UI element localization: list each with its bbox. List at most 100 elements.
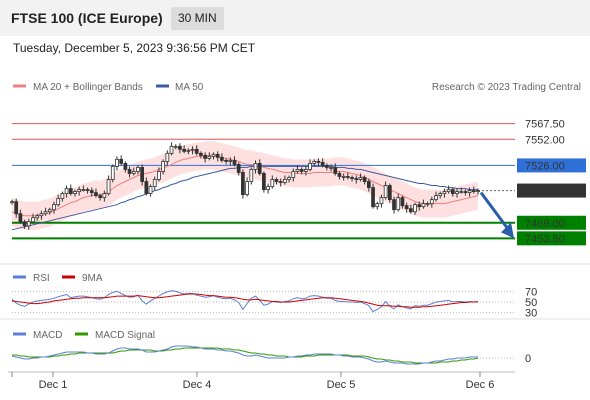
candle-body <box>333 167 338 174</box>
candle-body <box>56 198 61 206</box>
timestamp-label: Tuesday, December 5, 2023 9:36:56 PM CET <box>13 41 256 55</box>
candle-body <box>257 163 262 174</box>
candle-body <box>26 221 31 227</box>
candle-body <box>308 163 312 170</box>
candle-body <box>77 189 82 192</box>
level-label-7552.00: 7552.00 <box>525 134 565 146</box>
candle-body <box>291 171 296 178</box>
candle-body <box>169 145 174 154</box>
candle-body <box>144 181 149 194</box>
x-tick-label: Dec 5 <box>327 379 356 391</box>
candle-body <box>131 171 136 174</box>
candle-body <box>152 179 157 187</box>
candle-body <box>354 178 359 180</box>
candle-body <box>476 190 480 192</box>
candle-body <box>270 179 275 187</box>
candle-body <box>274 179 279 182</box>
candle-body <box>60 193 65 200</box>
level-label-box-7453.50 <box>517 231 586 246</box>
candle-body <box>245 181 249 195</box>
legend-label-ma50: MA 50 <box>175 82 204 93</box>
candle-body <box>236 164 241 173</box>
candle-body <box>350 177 354 179</box>
candle-body <box>320 161 325 166</box>
candle-body <box>316 160 321 163</box>
candle-body <box>127 169 132 174</box>
instrument-title: FTSE 100 (ICE Europe) <box>11 10 163 26</box>
timeframe-badge[interactable]: 30 MIN <box>171 7 224 30</box>
candle-body <box>404 205 409 210</box>
candle-body <box>396 197 401 211</box>
candle-body <box>408 208 413 213</box>
legend-label-macd-signal: MACD Signal <box>95 330 155 341</box>
candle-body <box>438 193 443 196</box>
candle-body <box>392 199 396 211</box>
legend-label-ma20: MA 20 + Bollinger Bands <box>33 82 143 93</box>
candle-body <box>400 197 405 207</box>
candle-body <box>98 195 103 199</box>
chart-panel <box>0 36 590 400</box>
candle-body <box>110 166 115 180</box>
candle-body <box>371 187 375 208</box>
x-tick-label: Dec 4 <box>183 379 212 391</box>
candle-body <box>148 186 153 194</box>
candle-body <box>421 203 426 208</box>
candle-body <box>207 155 212 159</box>
legend-label-macd: MACD <box>33 330 62 341</box>
candle-body <box>425 203 430 206</box>
candle-body <box>375 203 380 208</box>
candle-body <box>228 159 233 162</box>
rsi-line <box>11 290 479 313</box>
candle-body <box>463 191 468 193</box>
candle-body <box>94 192 98 196</box>
macd-tick-label: 0 <box>525 353 531 365</box>
candle-body <box>262 173 266 190</box>
rsi-tick-label: 50 <box>525 297 537 309</box>
candle-body <box>295 169 300 172</box>
candle-body <box>299 169 304 172</box>
legend-label-rsi-ma: 9MA <box>82 273 103 284</box>
candle-body <box>383 185 388 199</box>
candle-body <box>73 191 77 194</box>
candle-body <box>123 163 128 170</box>
candle-body <box>266 186 270 190</box>
candle-body <box>283 179 287 183</box>
rsi-tick-label: 70 <box>525 286 537 298</box>
candle-body <box>358 177 363 180</box>
candle-body <box>413 204 417 213</box>
candle-body <box>446 189 451 192</box>
candle-body <box>43 211 48 215</box>
candle-body <box>35 215 40 219</box>
candle-body <box>312 160 317 164</box>
level-label-7453.50: 7453.50 <box>525 233 565 245</box>
level-label-7469.00: 7469.00 <box>525 218 565 230</box>
candle-body <box>341 176 346 178</box>
candle-body <box>194 148 199 154</box>
candle-body <box>249 169 254 182</box>
candle-body <box>47 209 52 213</box>
candle-body <box>52 204 56 211</box>
macd-line <box>11 345 478 365</box>
candle-body <box>178 145 182 150</box>
candle-body <box>442 191 447 194</box>
level-label-7501.00: 7501.00 <box>525 186 565 198</box>
forecast-arrow-head <box>501 222 514 239</box>
bollinger-band <box>12 141 478 230</box>
candle-body <box>22 221 27 227</box>
level-label-box-7526.00 <box>517 158 586 173</box>
candle-body <box>241 172 245 195</box>
forecast-arrow-shaft <box>479 191 511 232</box>
candle-body <box>165 152 170 162</box>
candle-body <box>304 169 308 172</box>
watermark-label: Research © 2023 Trading Central <box>432 82 581 93</box>
candle-body <box>89 190 94 193</box>
candle-body <box>450 189 455 194</box>
candle-body <box>232 159 237 165</box>
candle-body <box>106 179 111 194</box>
candle-body <box>417 204 422 208</box>
candle-body <box>190 148 195 151</box>
candle-body <box>102 193 107 199</box>
candle-body <box>324 165 329 168</box>
level-label-7526.00: 7526.00 <box>525 160 565 172</box>
